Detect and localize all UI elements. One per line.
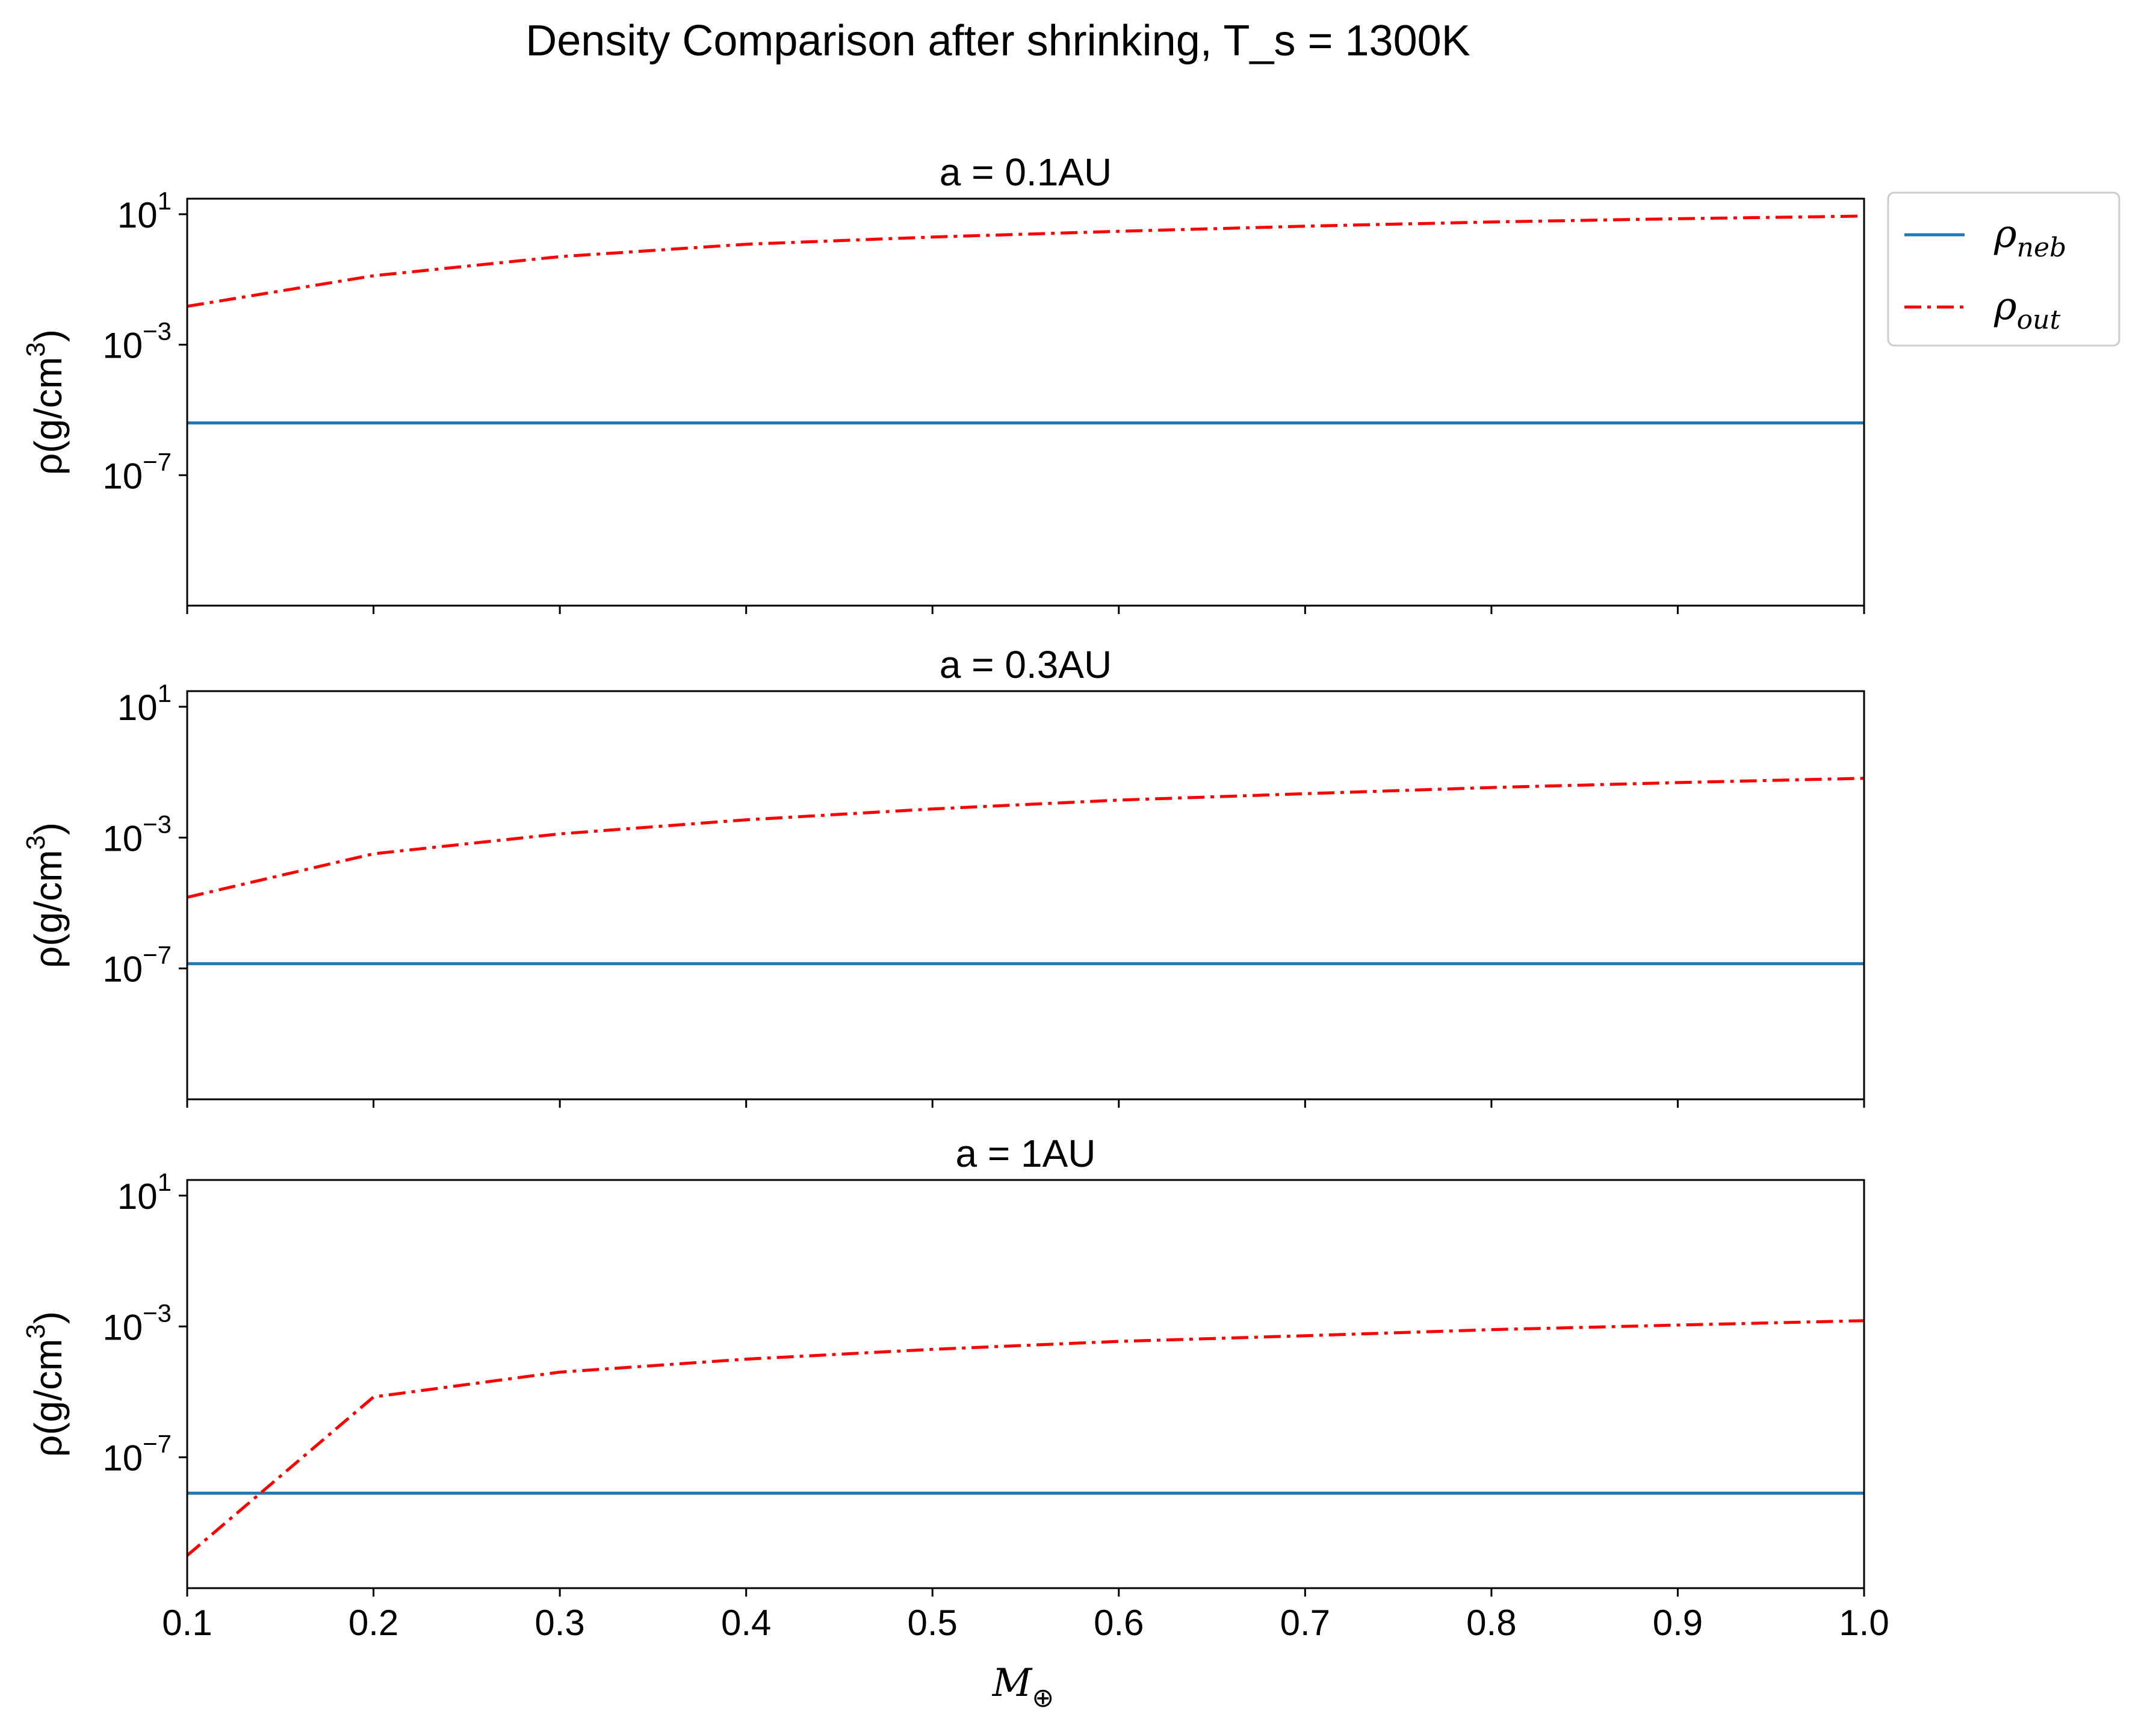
x-tick-label: 0.5 [908, 1603, 958, 1643]
y-tick-label: 10−7 [102, 941, 172, 990]
subplot-3: a = 1AU 0.1 0.2 0.3 0.4 0.5 0.6 0.7 0.8 0.9 1.0 10−… [21, 1132, 1889, 1643]
y-tick-label: 101 [117, 1168, 172, 1217]
axes-frame [186, 690, 1865, 1101]
y-tick-label: 10−7 [102, 1430, 172, 1479]
x-label-symbol: M [992, 1661, 1033, 1706]
subplot-2: a = 0.3AU 10−7 10−3 101 ρ(g/cm3) [21, 643, 1865, 1108]
subplot-1: a = 0.1AU 10−7 10−3 101 ρ(g/cm3) [21, 151, 1865, 614]
plot-area [187, 1319, 1864, 1557]
rho-out-line [187, 214, 1864, 308]
y-axis-label: ρ(g/cm3) [21, 329, 70, 475]
y-tick-label: 101 [117, 679, 172, 728]
axes-frame [186, 1179, 1865, 1589]
legend-label-out: ρout [1993, 284, 2060, 335]
x-label-subscript: ⊕ [1032, 1683, 1054, 1713]
subplots: a = 0.1AU 10−7 10−3 101 ρ(g/cm3) a = 0.3AU 10−… [21, 151, 1889, 1643]
x-tick-label: 0.8 [1466, 1603, 1516, 1643]
x-tick-label: 0.2 [348, 1603, 398, 1643]
y-tick-label: 10−3 [102, 810, 172, 858]
y-axis-label: ρ(g/cm3) [21, 1311, 70, 1457]
plot-area [187, 777, 1864, 966]
rho-out-line [187, 1319, 1864, 1557]
x-tick-label: 0.6 [1094, 1603, 1144, 1643]
x-tick-label: 0.7 [1280, 1603, 1330, 1643]
x-tick-label: 0.1 [162, 1603, 212, 1643]
x-tick-label: 0.9 [1653, 1603, 1703, 1643]
subplot-title: a = 1AU [955, 1132, 1095, 1175]
y-axis-label: ρ(g/cm3) [21, 822, 70, 968]
rho-out-line [187, 777, 1864, 899]
legend-label-neb: ρneb [1993, 212, 2066, 263]
y-tick-label: 10−3 [102, 1299, 172, 1347]
axes-frame [186, 197, 1865, 607]
x-tick-label: 0.3 [534, 1603, 584, 1643]
figure-title: Density Comparison after shrinking, T_s … [525, 17, 1470, 65]
y-tick-label: 10−7 [102, 447, 172, 496]
x-tick-label: 0.4 [721, 1603, 771, 1643]
x-axis-label: M⊕ [992, 1661, 1054, 1713]
plot-area [187, 214, 1864, 424]
subplot-title: a = 0.1AU [940, 151, 1112, 194]
x-tick-label: 1.0 [1839, 1603, 1889, 1643]
y-tick-label: 10−3 [102, 317, 172, 366]
y-tick-label: 101 [117, 187, 172, 235]
legend: ρneb ρout [1887, 191, 2120, 347]
subplot-title: a = 0.3AU [940, 643, 1112, 686]
